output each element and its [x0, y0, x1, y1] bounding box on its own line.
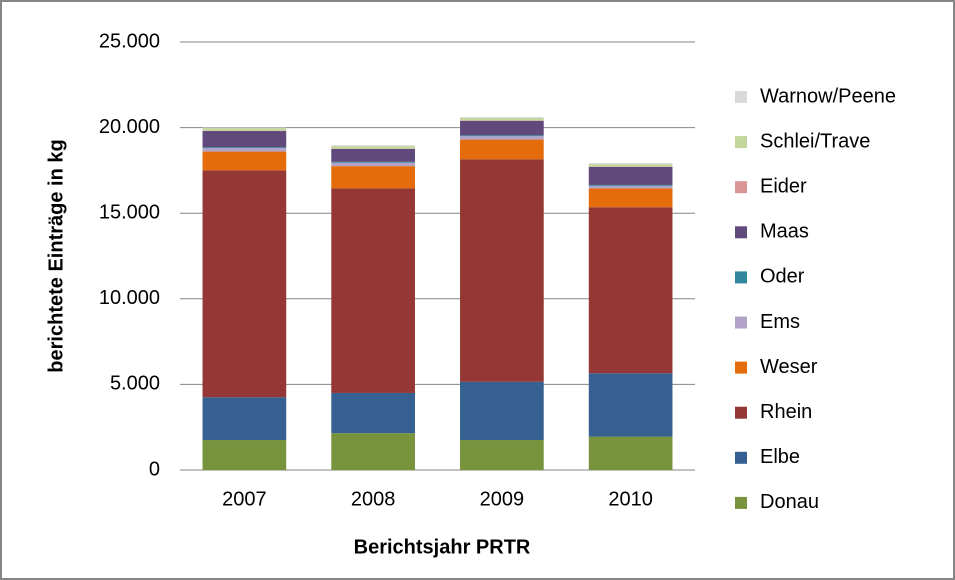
x-tick-label: 2007	[222, 488, 267, 510]
bar-segment	[202, 151, 287, 171]
bar-segment	[331, 188, 415, 393]
bar-segment	[460, 139, 544, 160]
legend-label: Weser	[760, 356, 818, 378]
bar-segment	[588, 207, 673, 374]
legend-label: Elbe	[760, 446, 800, 468]
legend-label: Donau	[760, 491, 819, 513]
legend-swatch	[735, 271, 747, 284]
bar-segment	[588, 184, 673, 186]
bar-segment	[460, 135, 544, 137]
y-tick-label: 20.000	[99, 116, 160, 138]
legend-swatch	[735, 406, 747, 419]
bar-segment	[588, 436, 673, 470]
bar-segment	[588, 166, 673, 185]
legend-swatch	[735, 226, 747, 239]
legend-swatch	[735, 136, 747, 149]
bar-segment	[460, 116, 544, 118]
y-axis-title: berichtete Einträge in kg	[45, 139, 67, 372]
bar-segment	[460, 117, 544, 121]
y-tick-label: 5.000	[110, 373, 160, 395]
bar-segment	[331, 145, 415, 147]
y-tick-label: 25.000	[99, 30, 160, 52]
x-tick-label: 2010	[608, 488, 653, 510]
legend-swatch	[735, 91, 747, 103]
bar-segment	[331, 161, 415, 163]
legend-swatch	[735, 361, 747, 374]
bar-segment	[588, 185, 673, 189]
x-axis-title: Berichtsjahr PRTR	[354, 536, 531, 558]
legend-swatch	[735, 316, 747, 329]
bar-segment	[331, 149, 415, 162]
bar-segment	[588, 164, 673, 167]
bar-segment	[588, 163, 673, 165]
x-tick-label: 2009	[480, 488, 525, 510]
bar-segment	[331, 433, 415, 470]
legend-swatch	[735, 451, 747, 464]
bar-segment	[588, 188, 673, 208]
bar-segment	[331, 162, 415, 167]
legend-label: Rhein	[760, 401, 812, 423]
bar-segment	[460, 440, 544, 470]
y-tick-label: 10.000	[99, 287, 160, 309]
legend-label: Ems	[760, 311, 800, 333]
bar-segment	[460, 120, 544, 136]
x-tick-label: 2008	[351, 488, 396, 510]
y-tick-label: 0	[149, 458, 160, 480]
bar-segment	[202, 440, 287, 470]
bar-segment	[202, 127, 287, 129]
legend-swatch	[735, 181, 747, 194]
bar-segment	[202, 147, 287, 149]
bar-segment	[202, 170, 287, 398]
bar-segment	[331, 392, 415, 434]
y-tick-label: 15.000	[99, 201, 160, 223]
bar-segment	[588, 373, 673, 437]
bar-segment	[460, 159, 544, 382]
bar-segment	[460, 136, 544, 140]
bar-segment	[460, 381, 544, 441]
bar-segment	[331, 146, 415, 149]
bar-segment	[202, 148, 287, 152]
legend-swatch	[735, 496, 747, 509]
legend-label: Oder	[760, 266, 805, 288]
legend-label: Schlei/Trave	[760, 130, 870, 152]
bar-segment	[202, 131, 287, 148]
legend-label: Warnow/Peene	[760, 85, 896, 107]
bar-segment	[202, 128, 287, 131]
legend-label: Eider	[760, 175, 807, 197]
bar-segment	[331, 166, 415, 189]
bar-segment	[202, 397, 287, 441]
legend-label: Maas	[760, 221, 809, 243]
